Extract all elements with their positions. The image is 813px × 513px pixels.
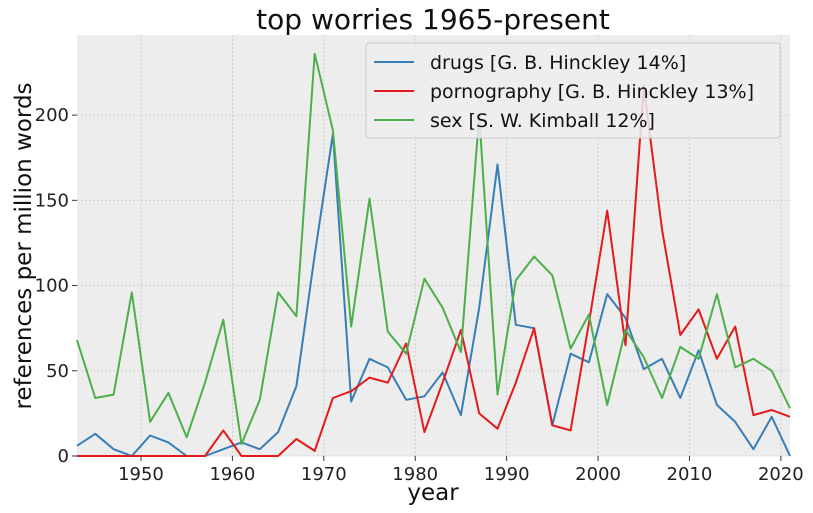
y-tick-label: 150 <box>35 190 69 211</box>
y-tick-label: 100 <box>35 276 69 297</box>
y-axis-label: references per million words <box>11 82 37 409</box>
series-line-pornography <box>77 85 791 457</box>
legend-box <box>365 42 781 139</box>
x-tick-label: 1980 <box>392 464 438 485</box>
legend-label-drugs: drugs [G. B. Hinckley 14%] <box>430 52 686 74</box>
chart-title: top worries 1965-present <box>256 3 610 36</box>
series-lines <box>76 52 791 457</box>
x-tick-label: 1950 <box>118 464 164 485</box>
x-tick-label: 2020 <box>758 464 804 485</box>
axis-ticks: 1950 1960 1970 1980 1990 2000 2010 2020 0 50 100 15… <box>35 105 804 485</box>
x-tick-label: 1990 <box>484 464 530 485</box>
x-tick-label: 2010 <box>667 464 713 485</box>
legend-label-sex: sex [S. W. Kimball 12%] <box>430 110 655 132</box>
y-tick-label: 50 <box>46 361 69 382</box>
y-tick-label: 200 <box>35 105 69 126</box>
x-tick-label: 1970 <box>301 464 347 485</box>
legend: drugs [G. B. Hinckley 14%] pornography [… <box>365 42 781 139</box>
y-tick-label: 0 <box>58 446 69 467</box>
legend-label-pornography: pornography [G. B. Hinckley 13%] <box>430 81 754 103</box>
x-tick-label: 1960 <box>209 464 255 485</box>
series-line-sex <box>76 52 791 446</box>
x-axis-label: year <box>407 480 459 506</box>
x-tick-label: 2000 <box>575 464 621 485</box>
